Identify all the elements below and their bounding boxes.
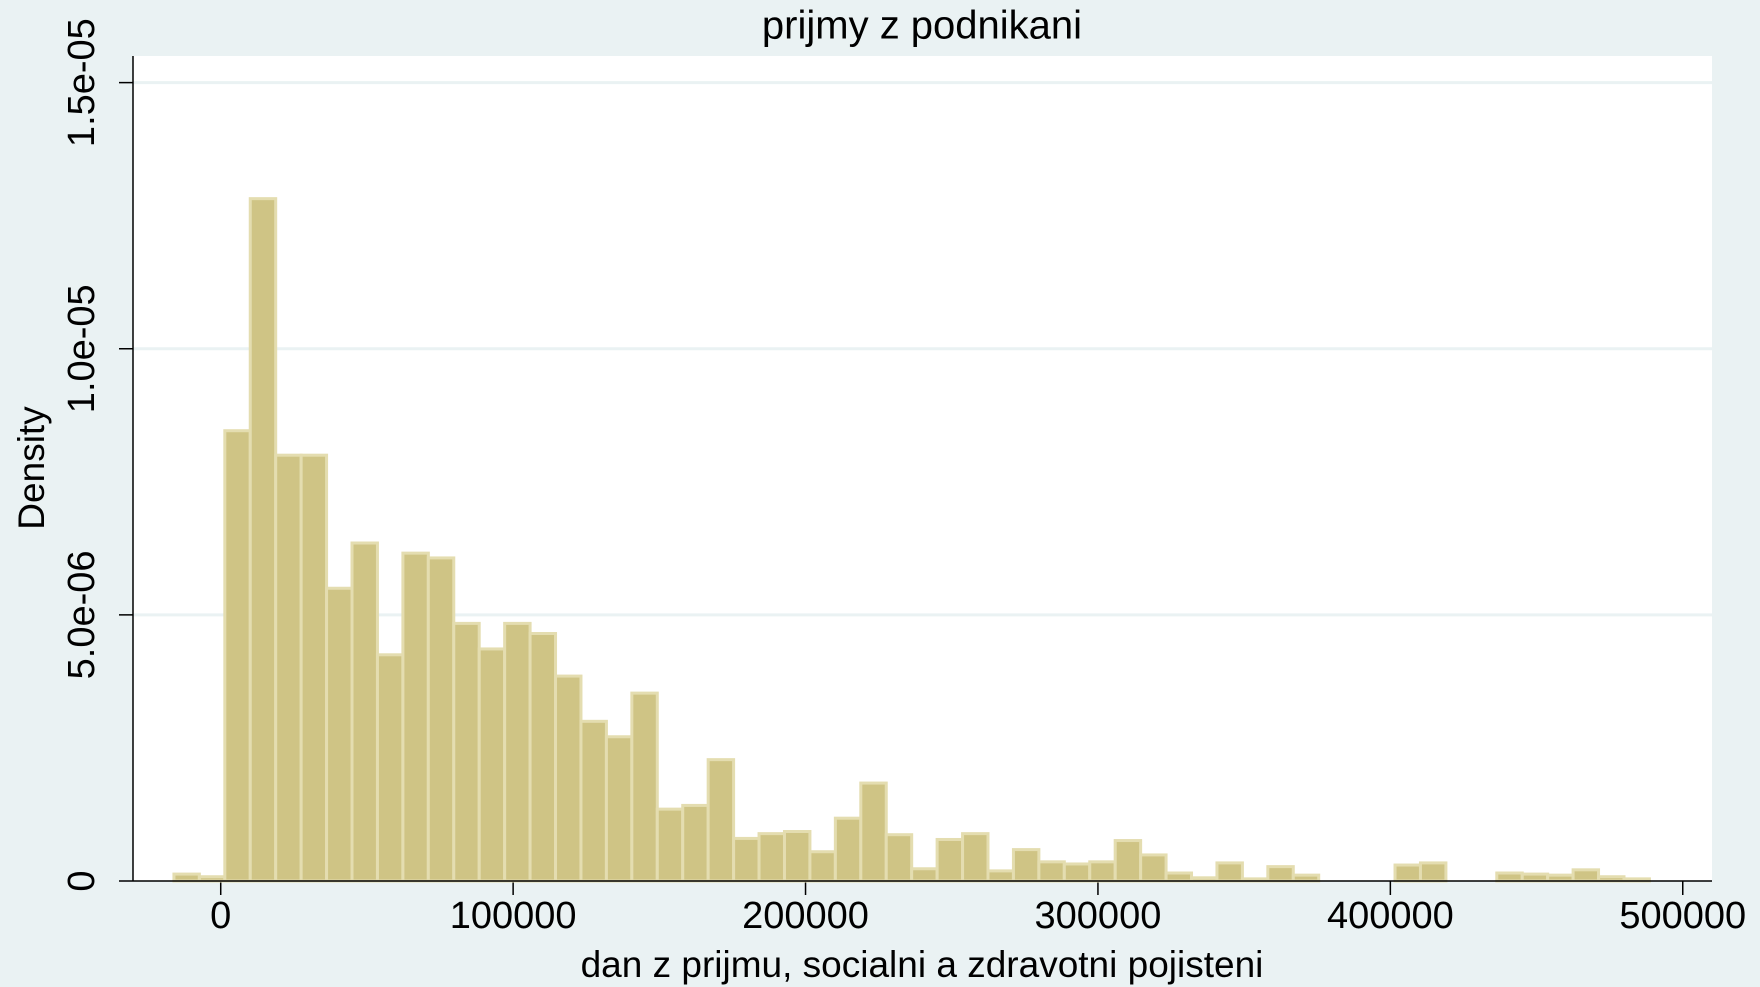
bar [299,453,329,883]
bar [528,632,558,883]
bar [986,869,1015,883]
x-tick-label: 300000 [1035,895,1162,937]
bar [1291,873,1321,883]
bar [833,816,863,883]
bar [884,833,914,883]
bar [579,719,608,883]
x-tick-label: 100000 [450,895,577,937]
bar [808,850,837,883]
bar [223,429,252,883]
x-tick-label: 200000 [742,895,869,937]
bar [375,653,405,883]
bar [1520,872,1550,883]
bar [172,872,201,883]
y-tick-label: 5.0e-06 [61,550,103,679]
bar [706,758,736,883]
bar [1266,865,1295,883]
bar [1393,863,1422,883]
bar [630,691,659,883]
bar [1546,873,1575,883]
y-tick-label: 1.0e-05 [61,284,103,413]
chart-title: prijmy z podnikani [762,4,1082,48]
bar [1139,853,1168,883]
bar [426,556,456,883]
x-axis-label: dan z prijmu, socialni a zdravotni pojis… [581,944,1264,985]
bar [452,621,481,883]
bar [1088,860,1117,883]
bar [859,781,888,883]
x-tick-label: 0 [210,895,231,937]
x-tick-label: 500000 [1619,895,1746,937]
bar [554,674,583,883]
bar [961,832,990,883]
bar [1011,848,1041,883]
bar [477,647,507,883]
y-tick-label: 1.5e-05 [61,18,103,147]
bar [1037,860,1066,883]
bar [503,621,532,883]
y-tick-label: 0 [61,870,103,891]
bar [248,197,278,883]
bar [782,830,812,883]
bar [604,735,634,883]
bar [1164,871,1194,883]
bar [910,867,939,883]
bar [1062,862,1092,883]
bar [681,803,710,883]
bar [325,586,354,883]
bar [1495,871,1524,883]
bar [1418,861,1448,883]
bar [757,832,786,883]
bar [1571,868,1601,883]
bar [1215,861,1244,883]
y-axis-label: Density [11,406,52,530]
bar [401,551,430,883]
bar [935,837,965,883]
bar [274,453,303,883]
bar [1113,839,1143,883]
bar [732,836,761,883]
bar [350,541,379,883]
x-tick-label: 400000 [1327,895,1454,937]
bar [655,807,685,883]
